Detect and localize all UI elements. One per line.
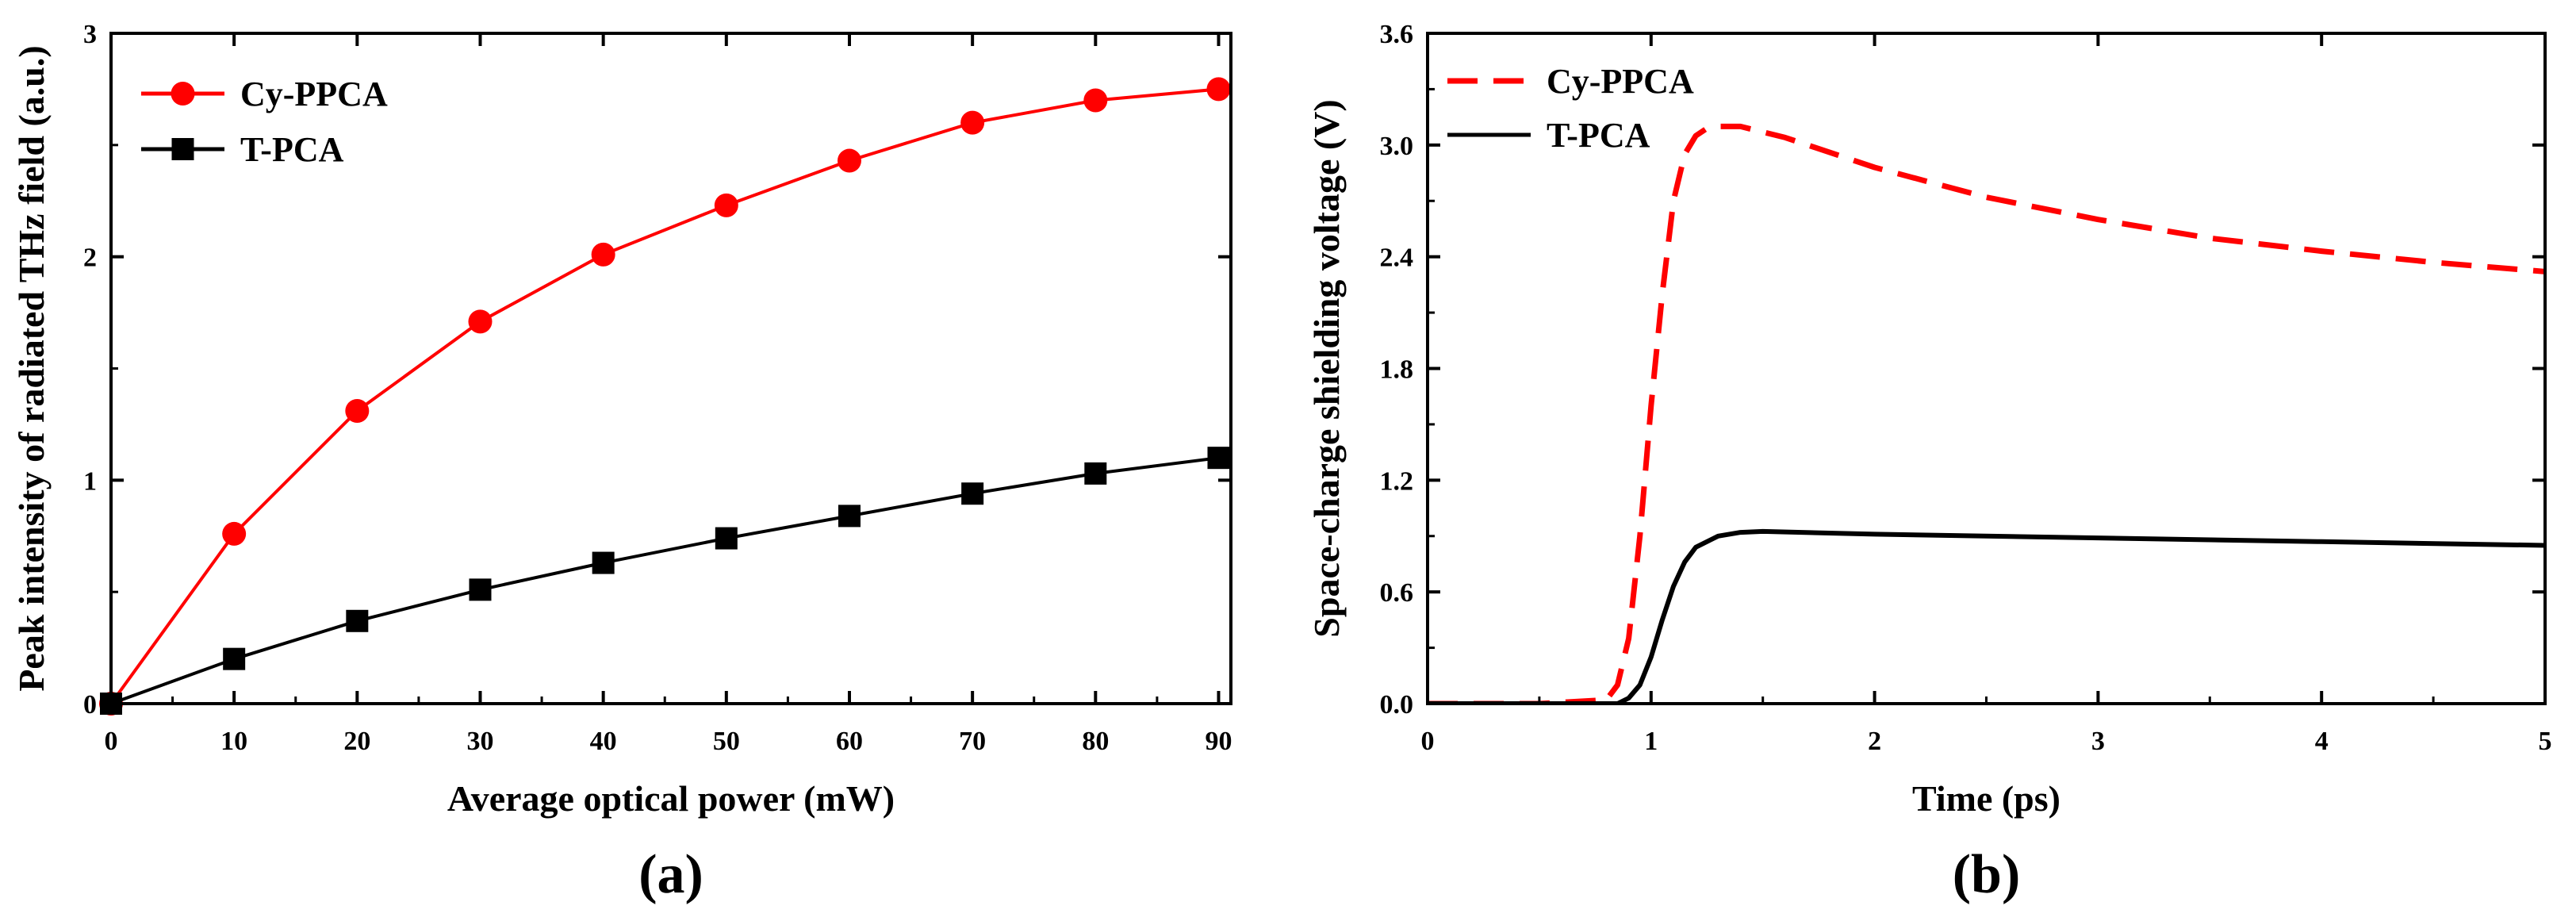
- y-tick-label: 1: [83, 466, 97, 496]
- x-tick-label: 0: [105, 727, 118, 756]
- x-tick-label: 0: [1421, 727, 1435, 756]
- data-point-cy-ppca: [1206, 77, 1231, 102]
- legend-label-cy-ppca: Cy-PPCA: [1547, 62, 1694, 101]
- data-point-cy-ppca: [714, 193, 738, 217]
- y-tick-label: 1.8: [1380, 355, 1414, 385]
- x-tick-label: 90: [1205, 727, 1232, 756]
- data-point-t-pca: [223, 647, 246, 670]
- series-line-t-pca: [1428, 528, 2545, 704]
- y-tick-label: 3.0: [1380, 132, 1414, 161]
- x-tick-label: 70: [959, 727, 986, 756]
- x-tick-label: 30: [466, 727, 493, 756]
- data-point-t-pca: [1207, 447, 1230, 470]
- x-tick-label: 10: [220, 727, 247, 756]
- series-line-cy-ppca: [1428, 123, 2545, 704]
- data-point-t-pca: [469, 578, 492, 601]
- x-axis-label: Time (ps): [1912, 778, 2060, 819]
- x-tick-label: 20: [343, 727, 370, 756]
- x-tick-label: 80: [1082, 727, 1109, 756]
- y-tick-label: 0.0: [1380, 690, 1414, 720]
- series-line-cy-ppca: [111, 87, 1219, 704]
- data-point-t-pca: [715, 527, 738, 550]
- y-tick-label: 0.6: [1380, 578, 1414, 608]
- data-point-cy-ppca: [1083, 88, 1108, 113]
- legend-label-cy-ppca: Cy-PPCA: [240, 75, 388, 113]
- data-point-cy-ppca: [960, 110, 985, 135]
- y-tick-label: 2: [83, 244, 97, 273]
- x-tick-label: 2: [1868, 727, 1881, 756]
- legend-marker-t-pca: [171, 138, 194, 160]
- data-point-t-pca: [346, 609, 369, 632]
- y-tick-label: 2.4: [1380, 244, 1414, 273]
- panel-label: (b): [1953, 844, 2021, 905]
- legend-label-t-pca: T-PCA: [240, 130, 344, 169]
- data-point-cy-ppca: [222, 521, 247, 546]
- data-point-t-pca: [592, 551, 615, 574]
- legend-label-t-pca: T-PCA: [1547, 116, 1650, 155]
- x-axis-label: Average optical power (mW): [447, 778, 895, 819]
- y-tick-label: 3: [83, 20, 97, 49]
- panel-b: 0 1 2 3 4 5 0.0 0.6 1.2 1.8 2.4 3.0 3.6 Time (ps) Spac…: [1306, 20, 2552, 905]
- data-point-cy-ppca: [591, 242, 615, 267]
- x-tick-label: 5: [2539, 727, 2552, 756]
- y-tick-label: 3.6: [1380, 20, 1414, 49]
- legend-marker-cy-ppca: [171, 82, 195, 106]
- series-line-t-pca: [111, 456, 1219, 704]
- data-point-cy-ppca: [837, 148, 861, 173]
- x-tick-label: 4: [2315, 727, 2329, 756]
- y-tick-label: 0: [83, 690, 97, 720]
- data-point-t-pca: [1084, 462, 1107, 485]
- data-point-cy-ppca: [468, 309, 493, 334]
- panel-a: 0 10 20 30 40 50 60 70 80 90 0 1 2 3 Average optical p…: [11, 20, 1232, 905]
- x-tick-label: 1: [1644, 727, 1658, 756]
- y-axis-label: Peak intensity of radiated THz field (a.…: [11, 45, 52, 691]
- data-point-t-pca: [838, 505, 861, 528]
- data-point-t-pca: [961, 482, 984, 505]
- x-tick-label: 40: [590, 727, 617, 756]
- x-tick-label: 3: [2091, 727, 2105, 756]
- data-point-cy-ppca: [345, 399, 370, 424]
- y-tick-label: 1.2: [1380, 466, 1414, 496]
- y-axis-label: Space-charge shielding voltage (V): [1306, 99, 1347, 637]
- panel-label: (a): [638, 844, 703, 905]
- x-tick-label: 50: [713, 727, 740, 756]
- x-tick-label: 60: [836, 727, 863, 756]
